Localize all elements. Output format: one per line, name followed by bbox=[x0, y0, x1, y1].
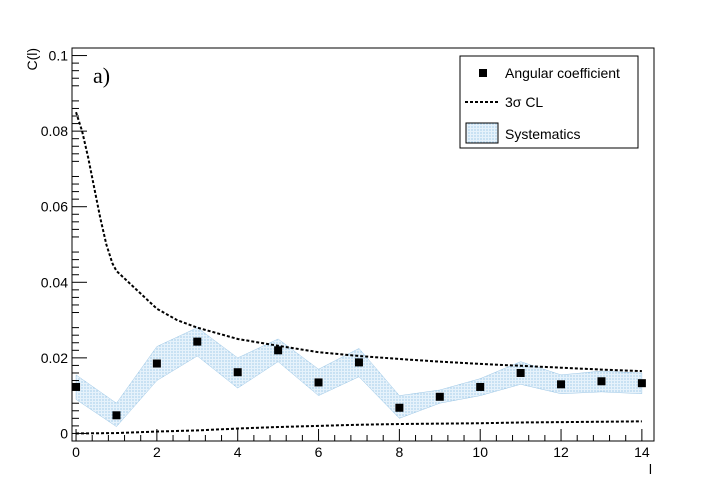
data-point-13 bbox=[597, 377, 606, 386]
data-point-12 bbox=[557, 380, 566, 389]
data-point-2 bbox=[152, 359, 161, 368]
x-tick-label: 10 bbox=[472, 444, 488, 460]
x-tick-label: 12 bbox=[553, 444, 569, 460]
panel-label: a) bbox=[93, 63, 110, 88]
data-point-1 bbox=[112, 411, 121, 420]
ticks-layer bbox=[72, 55, 643, 441]
data-point-14 bbox=[637, 379, 646, 388]
data-point-0 bbox=[72, 382, 81, 391]
cl-upper-line bbox=[75, 111, 642, 373]
legend-label-band: Systematics bbox=[505, 126, 580, 142]
x-tick-label: 0 bbox=[72, 444, 80, 460]
x-tick-label: 14 bbox=[634, 444, 650, 460]
tick-labels-layer: 0 2 4 6 8 10 12 14 0 0.02 0.04 0.06 0.08 0.1 bbox=[41, 48, 650, 460]
data-point-4 bbox=[233, 368, 242, 377]
systematics-band bbox=[75, 327, 643, 427]
data-point-7 bbox=[354, 358, 363, 367]
x-tick-label: 2 bbox=[153, 444, 161, 460]
points-layer bbox=[72, 337, 646, 420]
y-tick-label: 0.06 bbox=[41, 199, 68, 215]
legend: Angular coefficient 3σ CL Systematics bbox=[459, 55, 639, 149]
x-tick-label: 6 bbox=[315, 444, 323, 460]
data-point-8 bbox=[395, 403, 404, 412]
plot-frame bbox=[71, 47, 655, 442]
legend-marker-band bbox=[465, 122, 499, 144]
x-tick-label: 8 bbox=[395, 444, 403, 460]
data-point-3 bbox=[193, 337, 202, 346]
cl-lower-line bbox=[76, 420, 642, 435]
data-point-10 bbox=[476, 382, 485, 391]
y-tick-label: 0.02 bbox=[41, 350, 68, 366]
y-tick-label: 0.1 bbox=[49, 48, 69, 64]
legend-label-points: Angular coefficient bbox=[505, 65, 620, 81]
data-point-5 bbox=[274, 346, 283, 355]
x-axis-title: l bbox=[649, 461, 652, 477]
data-point-11 bbox=[516, 368, 525, 377]
y-tick-label: 0 bbox=[60, 425, 68, 441]
y-axis-title: C(l) bbox=[24, 48, 40, 71]
cl-lines-layer bbox=[75, 111, 642, 435]
data-point-6 bbox=[314, 378, 323, 387]
systematics-band-layer bbox=[75, 327, 643, 427]
legend-marker-points bbox=[479, 69, 487, 77]
x-tick-label: 4 bbox=[234, 444, 242, 460]
data-point-9 bbox=[435, 392, 444, 401]
y-tick-label: 0.08 bbox=[41, 123, 68, 139]
y-tick-label: 0.04 bbox=[41, 274, 68, 290]
legend-label-cl: 3σ CL bbox=[505, 94, 543, 110]
